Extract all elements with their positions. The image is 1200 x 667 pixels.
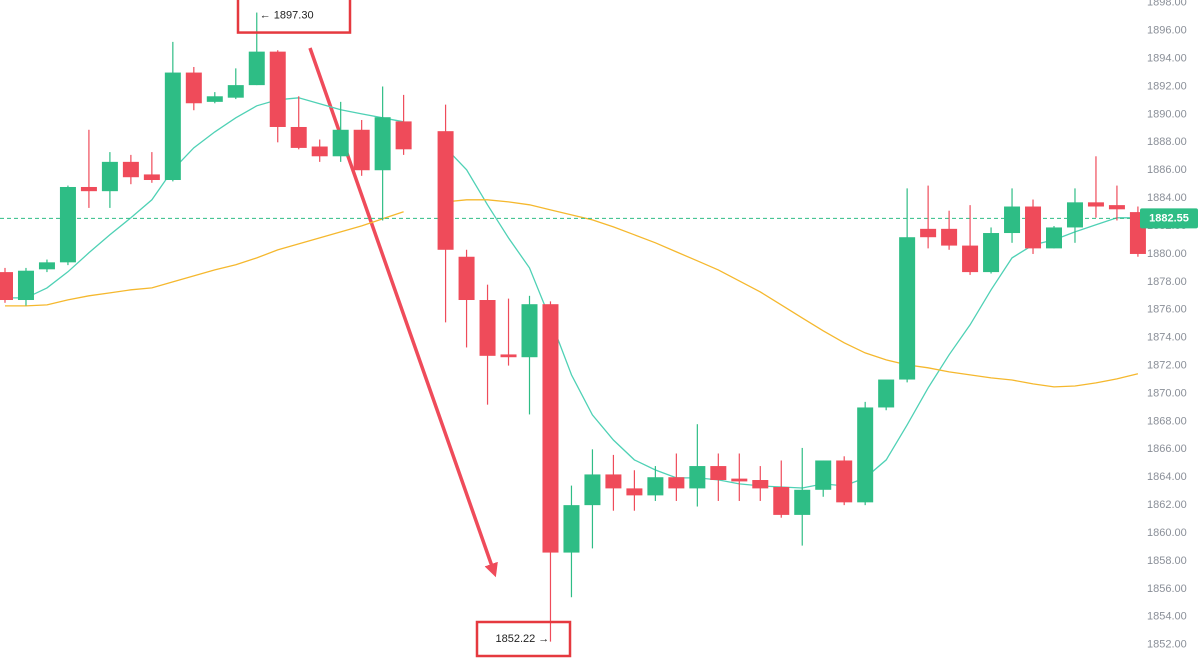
candle-body [353, 129, 370, 171]
price-tag-label: 1882.55 [1149, 212, 1189, 224]
candle-body [521, 304, 538, 358]
y-tick-label: 1894.00 [1147, 53, 1187, 65]
candle-body [59, 186, 76, 263]
y-tick-label: 1874.00 [1147, 332, 1187, 344]
candle-body [500, 354, 517, 358]
y-tick-label: 1858.00 [1147, 555, 1187, 567]
candle-body [962, 245, 979, 273]
candle-body [0, 272, 13, 301]
candle-body [878, 379, 895, 408]
candle-body [185, 72, 202, 104]
candle-body [332, 129, 349, 157]
y-tick-label: 1854.00 [1147, 611, 1187, 623]
candle-body [542, 304, 559, 553]
candle-body [227, 85, 244, 98]
candle-body [1046, 227, 1062, 249]
candle-body [983, 233, 1000, 273]
y-tick-label: 1890.00 [1147, 108, 1187, 120]
annotation-box [475, 620, 572, 658]
candle-body [80, 186, 97, 192]
candle-body [752, 480, 769, 489]
candle-body [584, 474, 601, 506]
ma-line [5, 97, 404, 299]
candle-body [731, 478, 748, 482]
candle-body [920, 228, 937, 238]
candle-body [668, 477, 685, 489]
candle-body [794, 489, 811, 515]
candle-body [290, 126, 307, 148]
candle-body [836, 460, 853, 503]
y-tick-label: 1872.00 [1147, 360, 1187, 372]
candle-body [122, 161, 139, 178]
y-tick-label: 1876.00 [1147, 304, 1187, 316]
candle-body [626, 488, 643, 496]
y-tick-label: 1852.00 [1147, 639, 1187, 651]
candle-body [1025, 206, 1042, 249]
candle-body [374, 117, 391, 171]
annotation-label: 1852.22 → [495, 633, 549, 645]
candle-body [1108, 205, 1125, 210]
candle-body [899, 237, 916, 380]
candle-body [941, 228, 958, 246]
y-tick-label: 1866.00 [1147, 443, 1187, 455]
y-tick-label: 1898.00 [1147, 0, 1187, 9]
y-tick-label: 1892.00 [1147, 80, 1187, 92]
candle-body [437, 131, 454, 250]
y-tick-label: 1884.00 [1147, 192, 1187, 204]
candle-body [269, 51, 286, 127]
candle-body [563, 505, 580, 553]
candle-body [458, 256, 475, 301]
y-tick-label: 1880.00 [1147, 248, 1187, 260]
candle-body [815, 460, 832, 490]
y-tick-label: 1860.00 [1147, 527, 1187, 539]
candle-body [164, 72, 181, 181]
price-tag [1140, 208, 1198, 229]
candle-body [857, 407, 874, 503]
y-tick-label: 1896.00 [1147, 25, 1187, 37]
candle-body [773, 486, 790, 515]
candle-body [647, 477, 664, 496]
annotation-label: ← 1897.30 [260, 9, 314, 21]
candle-body [1066, 202, 1083, 228]
y-tick-label: 1870.00 [1147, 387, 1187, 399]
y-tick-label: 1886.00 [1147, 164, 1187, 176]
candle-body [605, 474, 622, 489]
candle-body [311, 146, 328, 157]
y-tick-label: 1862.00 [1147, 499, 1187, 511]
ma-line [445, 199, 1139, 388]
candle-body [38, 262, 55, 270]
candle-body [248, 51, 265, 86]
candle-body [143, 174, 160, 181]
y-tick-label: 1868.00 [1147, 415, 1187, 427]
candle-body [689, 466, 706, 489]
y-tick-label: 1856.00 [1147, 583, 1187, 595]
candle-body [1004, 206, 1021, 234]
candle-body [395, 121, 412, 150]
candle-body [17, 270, 34, 301]
y-tick-label: 1864.00 [1147, 471, 1187, 483]
y-tick-label: 1888.00 [1147, 136, 1187, 148]
annotation-box [236, 0, 352, 34]
candle-body [206, 96, 223, 102]
candle-body [101, 161, 118, 192]
candle-body [479, 300, 496, 356]
candle-body [710, 466, 727, 481]
y-tick-label: 1878.00 [1147, 276, 1187, 288]
ma-line [445, 147, 1138, 489]
candle-body [1087, 202, 1104, 207]
ma-line [5, 211, 404, 307]
